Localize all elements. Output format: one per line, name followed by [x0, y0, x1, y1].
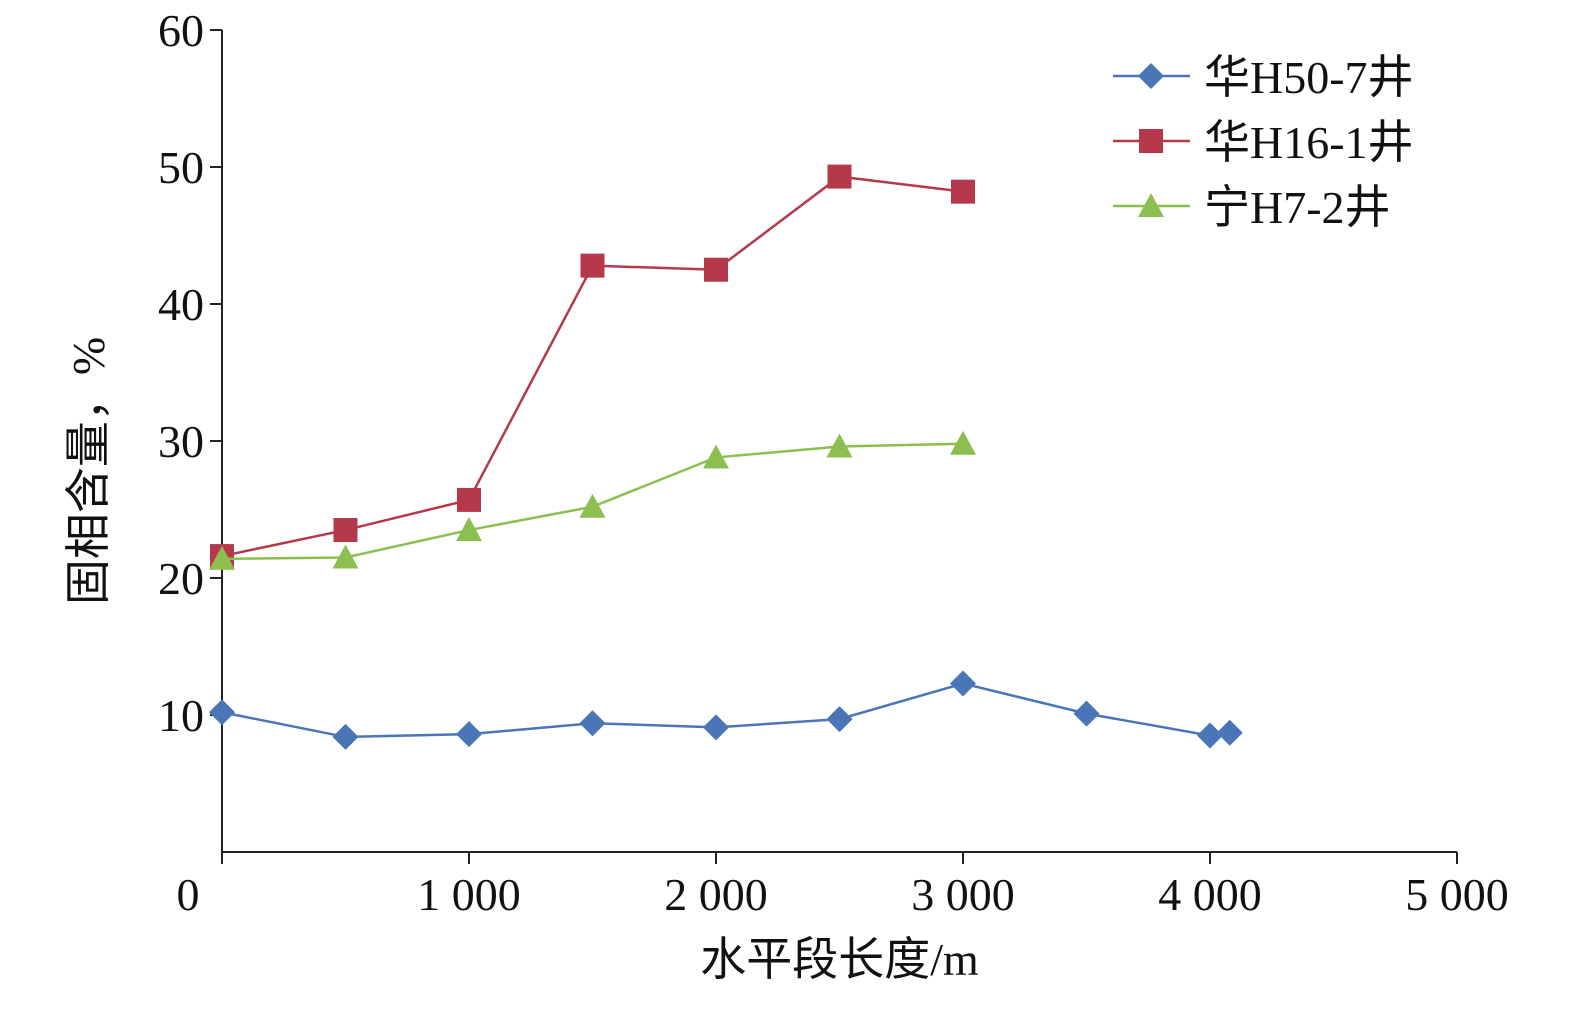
- data-point: [209, 699, 235, 726]
- legend-marker: [1139, 129, 1163, 153]
- legend-label: 华H50-7井: [1204, 52, 1414, 103]
- series-layer: [209, 164, 1243, 750]
- data-point: [950, 430, 976, 455]
- data-point: [950, 670, 976, 697]
- data-point: [951, 179, 975, 204]
- data-point: [1197, 722, 1223, 749]
- data-point: [456, 517, 482, 542]
- data-point: [703, 714, 729, 741]
- legend-marker: [1138, 193, 1164, 218]
- legend-entry: 华H50-7井: [1113, 52, 1414, 103]
- x-axis-title: 水平段长度/m: [700, 934, 979, 985]
- x-tick-label: 0: [177, 869, 200, 920]
- y-tick-label: 20: [158, 553, 204, 604]
- legend-label: 宁H7-2井: [1204, 182, 1391, 233]
- series-line: [221, 682, 1230, 739]
- data-point: [332, 723, 359, 750]
- data-point: [826, 433, 853, 458]
- data-point: [209, 545, 235, 570]
- axes: 10 20 30 40 50 60 0 1 000 2 000 3 000 4 000 5 000: [158, 5, 1509, 920]
- data-point: [827, 164, 852, 189]
- series-1: [209, 670, 1243, 750]
- x-tick-label: 1 000: [417, 869, 521, 920]
- data-point: [457, 487, 481, 512]
- legend-label: 华H16-1井: [1204, 117, 1414, 168]
- data-point: [1216, 719, 1243, 746]
- data-point: [580, 253, 605, 278]
- x-tick-label: 2 000: [664, 869, 768, 920]
- legend-marker: [1138, 63, 1164, 89]
- series-2: [210, 164, 975, 569]
- legend-entry: 宁H7-2井: [1113, 182, 1391, 233]
- x-tick-label: 4 000: [1158, 869, 1262, 920]
- y-tick-label: 50: [158, 142, 204, 193]
- data-point: [704, 257, 728, 282]
- data-point: [1073, 700, 1100, 727]
- data-point: [456, 721, 482, 748]
- series-3: [209, 430, 976, 570]
- y-tick-label: 10: [158, 690, 204, 741]
- data-point: [703, 444, 729, 469]
- data-point: [579, 493, 606, 518]
- data-point: [332, 544, 359, 569]
- data-point: [826, 706, 853, 733]
- y-axis-title: 固相含量，%: [63, 337, 114, 605]
- y-tick-label: 60: [158, 5, 204, 56]
- data-point: [579, 710, 606, 737]
- legend-entry: 华H16-1井: [1113, 117, 1414, 168]
- data-point: [333, 518, 358, 543]
- y-tick-label: 30: [158, 416, 204, 467]
- x-tick-label: 3 000: [911, 869, 1015, 920]
- x-tick-label: 5 000: [1405, 869, 1509, 920]
- y-tick-label: 40: [158, 279, 204, 330]
